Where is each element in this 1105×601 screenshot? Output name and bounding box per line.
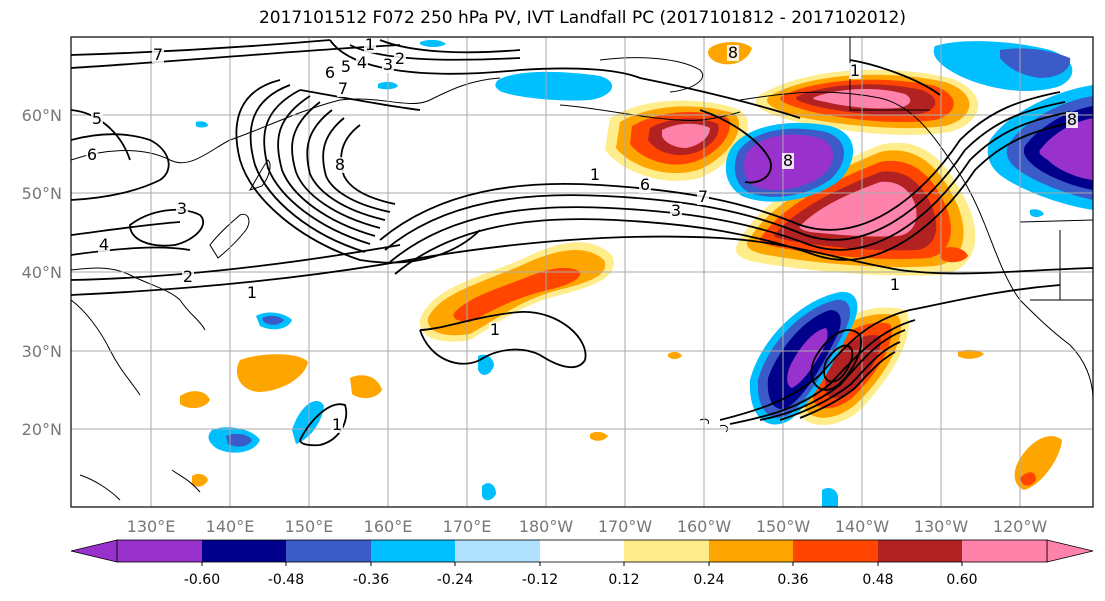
lon-tick-label: 140°E — [206, 517, 255, 536]
colorbar-tick-label: -0.36 — [353, 572, 389, 588]
contour-label: 2 — [183, 267, 193, 286]
colorbar-segment — [793, 540, 878, 562]
contour-label: 4 — [357, 53, 367, 72]
colorbar-segment — [709, 540, 793, 562]
lat-tick-label: 20°N — [22, 420, 62, 439]
lon-tick-label: 130°E — [127, 517, 176, 536]
colorbar-extend-min — [70, 539, 118, 563]
lon-tick-label: 170°W — [598, 517, 653, 536]
contour-label: 2 — [395, 49, 405, 68]
colorbar-tick-label: 0.24 — [693, 572, 724, 588]
lon-tick-label: 120°W — [993, 517, 1048, 536]
lon-tick-label: 130°W — [914, 517, 969, 536]
colorbar-tick-label: -0.48 — [268, 572, 304, 588]
contour-label: 7 — [338, 79, 348, 98]
map-title: 2017101512 F072 250 hPa PV, IVT Landfall… — [258, 8, 906, 28]
lon-tick-label: 150°E — [285, 517, 334, 536]
contour-label: 6 — [87, 145, 97, 164]
contour-label: 1 — [590, 165, 600, 184]
longitude-ticks: 130°E 140°E 150°E 160°E 170°E 180°W 170°W 160°W… — [127, 517, 1048, 536]
colorbar-segment — [540, 540, 624, 562]
colorbar-segment — [624, 540, 709, 562]
colorbar-tick-label: -0.60 — [184, 572, 220, 588]
contour-label: 1 — [850, 61, 860, 80]
contour-label: 1 — [247, 283, 257, 302]
latitude-ticks: 60°N 50°N 40°N 30°N 20°N — [22, 106, 62, 439]
colorbar-tick-label: -0.24 — [437, 572, 473, 588]
contour-label: 1 — [890, 275, 900, 294]
plot-frame — [70, 36, 1094, 508]
contour-label: 1 — [490, 320, 500, 339]
lon-tick-label: 150°W — [756, 517, 811, 536]
colorbar-segment — [286, 540, 371, 562]
colorbar-extend-max — [1046, 539, 1094, 563]
colorbar-segment — [202, 540, 286, 562]
pv-contours — [71, 39, 1093, 447]
contour-label: 6 — [640, 175, 650, 194]
colorbar-tick-label: 0.12 — [608, 572, 639, 588]
contour-label: 1 — [365, 35, 375, 54]
colorbar-tick-label: 0.48 — [862, 572, 893, 588]
colorbar-segment — [878, 540, 962, 562]
colorbar-tick-labels: -0.60 -0.48 -0.36 -0.24 -0.12 0.12 0.24 0.36 0.4… — [184, 562, 978, 588]
lat-tick-label: 60°N — [22, 106, 62, 125]
contour-label: 8 — [728, 43, 738, 62]
colorbar-tick-label: 0.60 — [946, 572, 977, 588]
contour-label: 7 — [153, 45, 163, 64]
colorbar-segment — [455, 540, 540, 562]
lat-tick-label: 30°N — [22, 342, 62, 361]
colorbar-segment — [371, 540, 455, 562]
contour-label: 4 — [99, 235, 109, 254]
contour-label: 5 — [92, 109, 102, 128]
colorbar-segment — [117, 540, 202, 562]
contour-label: 6 — [325, 63, 335, 82]
contour-label: 8 — [1067, 110, 1077, 129]
lon-tick-label: 160°W — [677, 517, 732, 536]
contour-label: 7 — [698, 187, 708, 206]
colorbar-segment — [962, 540, 1047, 562]
contour-label: 3 — [671, 201, 681, 220]
colorbar-tick-label: -0.12 — [522, 572, 558, 588]
contour-label: 8 — [335, 155, 345, 174]
lon-tick-label: 160°E — [364, 517, 413, 536]
lon-tick-label: 140°W — [835, 517, 890, 536]
lat-tick-label: 40°N — [22, 263, 62, 282]
contour-label: 3 — [383, 55, 393, 74]
colorbar-tick-label: 0.36 — [777, 572, 808, 588]
coastlines — [71, 37, 1093, 501]
lon-tick-label: 170°E — [443, 517, 492, 536]
lat-tick-label: 50°N — [22, 184, 62, 203]
contour-label: 1 — [332, 415, 342, 434]
contour-label: 8 — [783, 151, 793, 170]
colorbar — [70, 539, 1094, 563]
contour-label: 3 — [177, 199, 187, 218]
contour-label: 5 — [341, 57, 351, 76]
lon-tick-label: 180°W — [519, 517, 574, 536]
